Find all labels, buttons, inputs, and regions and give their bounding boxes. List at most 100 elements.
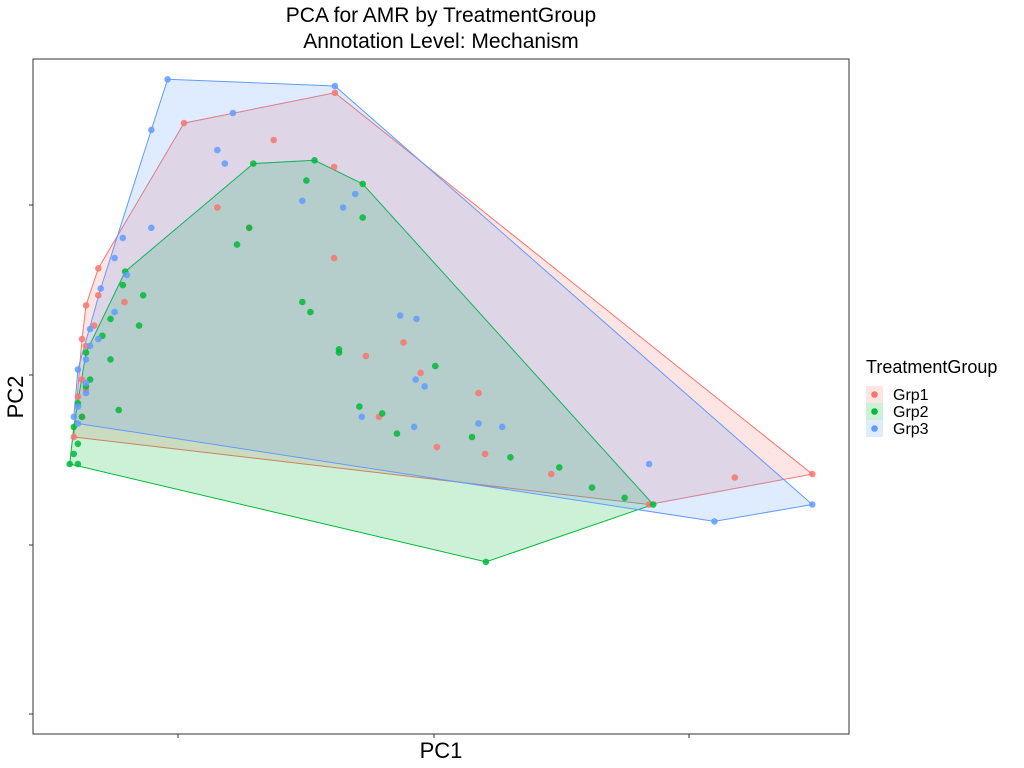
point-grp3 bbox=[475, 420, 482, 427]
point-grp3 bbox=[358, 413, 366, 421]
y-axis-ticks bbox=[29, 204, 33, 715]
legend-key-dot bbox=[871, 425, 878, 432]
point-grp2 bbox=[78, 413, 86, 421]
point-grp3 bbox=[229, 109, 237, 117]
point-grp3 bbox=[339, 204, 347, 211]
point-grp2 bbox=[139, 292, 147, 299]
plot-panel-border bbox=[32, 58, 850, 735]
point-grp2 bbox=[621, 494, 628, 502]
point-grp2 bbox=[335, 349, 343, 356]
point-grp2 bbox=[245, 224, 253, 232]
point-grp3 bbox=[221, 160, 229, 167]
point-grp2 bbox=[356, 403, 363, 410]
point-grp1 bbox=[95, 292, 102, 299]
point-grp2 bbox=[468, 433, 476, 441]
point-grp1 bbox=[270, 136, 278, 144]
point-grp3 bbox=[352, 190, 359, 198]
point-grp3 bbox=[809, 501, 816, 508]
point-grp3 bbox=[82, 389, 90, 397]
point-grp2 bbox=[359, 214, 367, 221]
point-grp1 bbox=[330, 163, 338, 171]
point-grp1 bbox=[330, 254, 338, 262]
point-grp2 bbox=[250, 160, 257, 167]
point-grp3 bbox=[95, 335, 102, 343]
point-grp1 bbox=[180, 119, 188, 127]
point-grp2 bbox=[66, 460, 73, 468]
point-grp1 bbox=[433, 443, 441, 451]
legend-label: Grp1 bbox=[893, 387, 929, 404]
point-grp2 bbox=[135, 322, 143, 329]
point-grp3 bbox=[214, 146, 221, 154]
point-grp1 bbox=[95, 265, 102, 272]
point-grp2 bbox=[70, 450, 78, 458]
x-axis-label: PC1 bbox=[420, 738, 463, 763]
point-grp1 bbox=[481, 450, 489, 458]
point-grp2 bbox=[115, 406, 122, 414]
point-grp2 bbox=[307, 308, 314, 316]
point-grp1 bbox=[362, 352, 370, 360]
y-axis-label: PC2 bbox=[3, 376, 28, 419]
point-grp1 bbox=[70, 433, 78, 441]
point-grp3 bbox=[82, 379, 90, 387]
point-grp3 bbox=[82, 356, 90, 363]
point-grp2 bbox=[588, 484, 596, 491]
point-grp3 bbox=[86, 342, 94, 350]
point-grp3 bbox=[123, 271, 131, 279]
point-grp1 bbox=[121, 298, 128, 306]
point-grp2 bbox=[482, 558, 490, 566]
point-grp3 bbox=[396, 312, 404, 319]
legend-title: TreatmentGroup bbox=[866, 357, 997, 377]
point-grp3 bbox=[421, 383, 429, 390]
point-grp2 bbox=[649, 501, 657, 508]
point-grp3 bbox=[164, 76, 171, 83]
point-grp3 bbox=[498, 423, 506, 431]
point-grp1 bbox=[417, 369, 424, 377]
point-grp3 bbox=[111, 254, 118, 262]
point-grp2 bbox=[74, 460, 82, 468]
point-grp3 bbox=[119, 234, 127, 242]
point-grp2 bbox=[107, 356, 114, 363]
point-grp2 bbox=[233, 241, 241, 248]
legend-item-grp3: Grp3 bbox=[866, 420, 929, 438]
legend-item-grp2: Grp2 bbox=[866, 403, 929, 421]
point-grp1 bbox=[731, 474, 739, 481]
point-grp3 bbox=[111, 308, 118, 316]
point-grp2 bbox=[74, 440, 82, 448]
point-grp2 bbox=[359, 180, 367, 188]
legend-key-dot bbox=[871, 408, 878, 415]
point-grp3 bbox=[711, 518, 718, 525]
point-grp3 bbox=[148, 126, 155, 134]
point-grp3 bbox=[299, 197, 306, 205]
hull-grp2 bbox=[69, 159, 655, 563]
point-grp2 bbox=[507, 454, 514, 461]
point-grp3 bbox=[331, 82, 339, 90]
point-grp2 bbox=[393, 430, 401, 437]
point-grp1 bbox=[74, 393, 82, 400]
legend-key-dot bbox=[871, 391, 878, 398]
point-grp3 bbox=[410, 423, 418, 431]
legend-item-grp1: Grp1 bbox=[866, 386, 929, 404]
point-grp3 bbox=[74, 420, 82, 427]
point-grp1 bbox=[809, 470, 816, 478]
point-grp3 bbox=[148, 224, 155, 232]
point-grp3 bbox=[74, 366, 82, 373]
point-grp3 bbox=[97, 285, 104, 292]
point-grp2 bbox=[432, 362, 439, 370]
point-grp1 bbox=[78, 335, 86, 343]
point-grp3 bbox=[86, 325, 94, 333]
point-grp1 bbox=[475, 389, 482, 397]
point-grp2 bbox=[119, 281, 127, 289]
point-grp2 bbox=[303, 177, 310, 184]
point-grp2 bbox=[378, 410, 386, 417]
point-grp3 bbox=[413, 315, 420, 323]
plot-area bbox=[66, 76, 816, 566]
point-grp3 bbox=[74, 403, 82, 410]
point-grp1 bbox=[82, 302, 90, 309]
x-axis-ticks bbox=[177, 734, 690, 738]
points-layer bbox=[66, 76, 816, 566]
point-grp3 bbox=[70, 413, 78, 421]
point-grp2 bbox=[107, 315, 114, 323]
